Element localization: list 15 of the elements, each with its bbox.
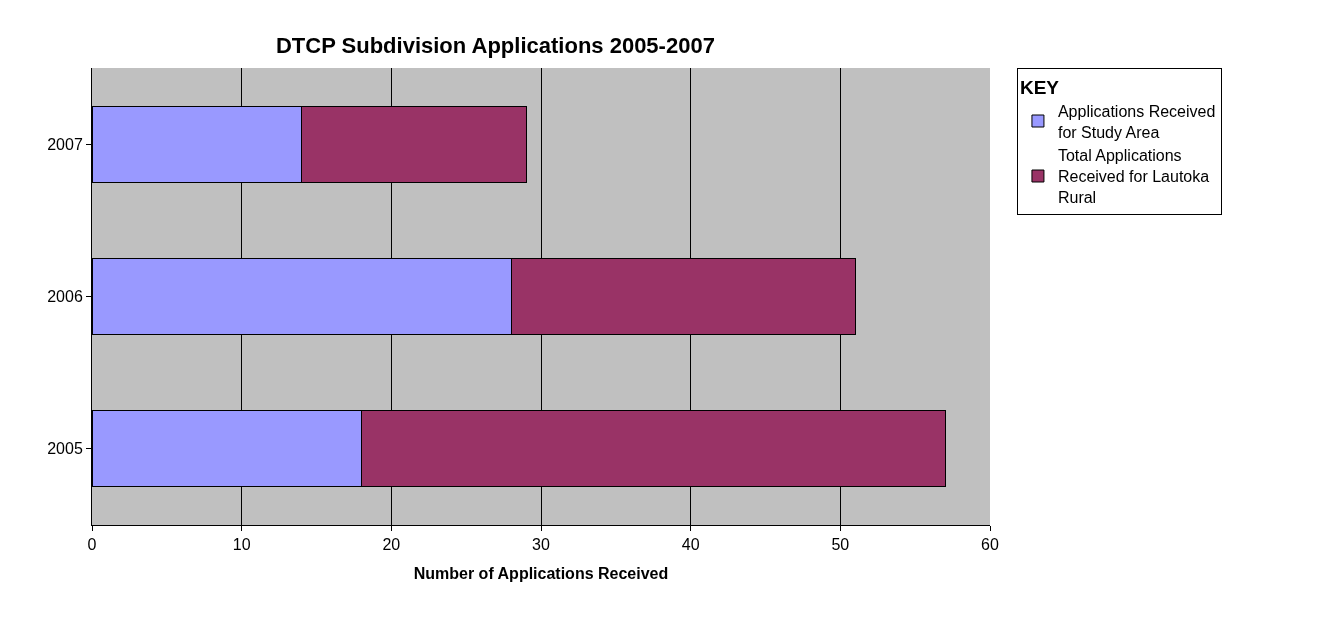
- x-tick-label: 20: [382, 536, 401, 554]
- x-axis-title: Number of Applications Received: [413, 564, 669, 582]
- y-tick-label: 2005: [47, 440, 83, 458]
- x-tick-label: 30: [532, 536, 550, 554]
- y-tick-label: 2007: [47, 135, 83, 153]
- x-tick-label: 50: [831, 536, 850, 554]
- legend-title: KEY: [1019, 76, 1060, 98]
- x-tick-label: 10: [232, 536, 251, 554]
- legend-label: Total Applications Received for Lautoka Rural: [1057, 147, 1210, 207]
- legend-label: Applications Received for Study Area: [1057, 102, 1216, 141]
- x-tick-label: 60: [981, 536, 999, 554]
- x-tick-label: 0: [87, 536, 97, 554]
- chart-title: DTCP Subdivision Applications 2005-2007: [275, 32, 715, 58]
- y-tick-label: 2006: [47, 288, 83, 306]
- x-tick-label: 40: [681, 536, 700, 554]
